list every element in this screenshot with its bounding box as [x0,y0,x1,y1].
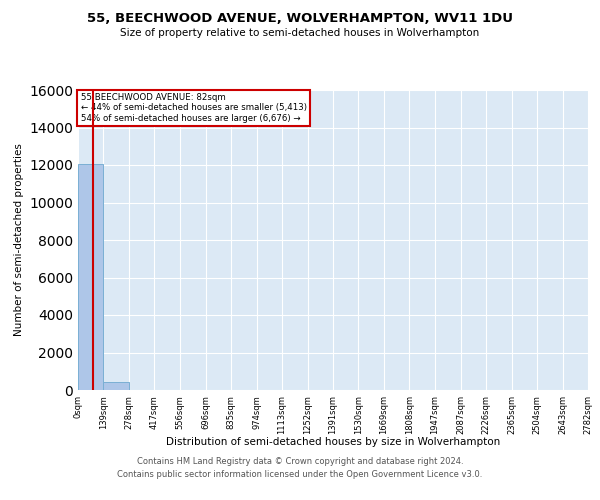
X-axis label: Distribution of semi-detached houses by size in Wolverhampton: Distribution of semi-detached houses by … [166,437,500,447]
Text: Size of property relative to semi-detached houses in Wolverhampton: Size of property relative to semi-detach… [121,28,479,38]
Text: 55, BEECHWOOD AVENUE, WOLVERHAMPTON, WV11 1DU: 55, BEECHWOOD AVENUE, WOLVERHAMPTON, WV1… [87,12,513,26]
Bar [103,382,129,390]
Text: 55 BEECHWOOD AVENUE: 82sqm
← 44% of semi-detached houses are smaller (5,413)
54%: 55 BEECHWOOD AVENUE: 82sqm ← 44% of semi… [80,93,307,123]
Text: Contains public sector information licensed under the Open Government Licence v3: Contains public sector information licen… [118,470,482,479]
Bar [78,164,103,390]
Text: Contains HM Land Registry data © Crown copyright and database right 2024.: Contains HM Land Registry data © Crown c… [137,458,463,466]
Y-axis label: Number of semi-detached properties: Number of semi-detached properties [14,144,23,336]
